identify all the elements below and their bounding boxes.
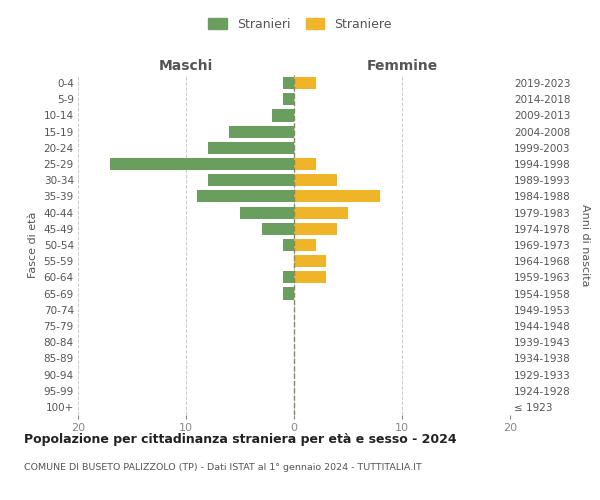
Bar [208,174,294,186]
Legend: Stranieri, Straniere: Stranieri, Straniere [202,11,398,37]
Text: Popolazione per cittadinanza straniera per età e sesso - 2024: Popolazione per cittadinanza straniera p… [24,432,457,446]
Bar [262,222,294,235]
Bar [208,142,294,154]
Bar [294,174,337,186]
Bar [294,272,326,283]
Bar [283,239,294,251]
Bar [294,255,326,268]
Bar [283,77,294,89]
Bar [294,206,348,218]
Bar [283,288,294,300]
Bar [240,206,294,218]
Y-axis label: Anni di nascita: Anni di nascita [580,204,590,286]
Bar [229,126,294,138]
Bar [197,190,294,202]
Bar [110,158,294,170]
Bar [294,77,316,89]
Bar [294,158,316,170]
Text: Femmine: Femmine [367,58,437,72]
Text: Maschi: Maschi [159,58,213,72]
Bar [294,239,316,251]
Y-axis label: Fasce di età: Fasce di età [28,212,38,278]
Bar [272,110,294,122]
Bar [283,272,294,283]
Bar [283,93,294,106]
Bar [294,222,337,235]
Bar [294,190,380,202]
Text: COMUNE DI BUSETO PALIZZOLO (TP) - Dati ISTAT al 1° gennaio 2024 - TUTTITALIA.IT: COMUNE DI BUSETO PALIZZOLO (TP) - Dati I… [24,463,422,472]
